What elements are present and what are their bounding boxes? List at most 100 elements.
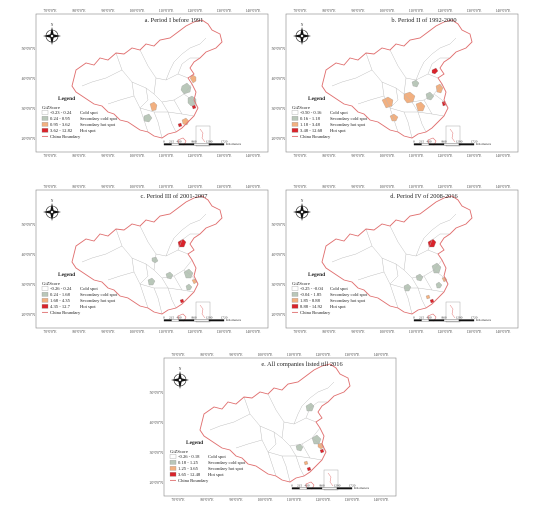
legend-swatch-secondary-cold <box>169 460 177 465</box>
map-panel-d: 70°0'0"E 80°0'0"E 90°0'0"E 100°0'0"E 110°0'0… <box>272 184 519 334</box>
scale-bar-segment <box>428 143 445 146</box>
bottom-tick-label: 140°0'0"E <box>246 154 262 158</box>
scale-bar-segment <box>299 487 308 490</box>
province-boundary <box>357 95 385 105</box>
province-boundary <box>139 225 189 257</box>
province-boundary <box>267 431 277 453</box>
top-tick-label: 70°0'0"E <box>294 185 308 189</box>
legend-class-label: Cold spot <box>80 110 98 115</box>
scale-bar-segment <box>321 487 338 490</box>
left-tick-label: 40°0'0"N <box>272 77 286 81</box>
top-tick-label: 130°0'0"E <box>467 9 483 13</box>
top-tick-label: 130°0'0"E <box>467 185 483 189</box>
legend-class-label: Hot spot <box>80 304 96 309</box>
bottom-tick-label: 110°0'0"E <box>159 154 174 158</box>
province-boundary <box>331 245 373 263</box>
scale-bar-segment <box>163 319 172 322</box>
hainan-island <box>427 137 437 146</box>
legend-range: 3.62 - 12.82 <box>50 128 73 133</box>
map-panel-e: 70°0'0"E 80°0'0"E 90°0'0"E 100°0'0"E 110°0'0… <box>150 352 397 502</box>
legend-swatch-secondary-cold <box>41 292 49 297</box>
scale-bar-label: 860 <box>319 484 324 488</box>
top-tick-label: 120°0'0"E <box>188 9 204 13</box>
north-arrow-icon: N <box>171 367 189 389</box>
province-boundary <box>139 283 149 309</box>
scale-bar-label: 0 <box>163 316 165 320</box>
top-tick-label: 70°0'0"E <box>294 9 308 13</box>
legend-gizscore-label: GiZScore <box>292 105 310 110</box>
legend-class-label: Secondary cold spot <box>330 116 368 121</box>
bottom-tick-label: 130°0'0"E <box>345 498 361 502</box>
province-boundary <box>209 413 251 431</box>
scale-bar-unit: Kilometers <box>354 486 370 490</box>
scale-bar-segment <box>458 143 475 146</box>
province-boundary <box>165 213 207 257</box>
top-tick-label: 130°0'0"E <box>345 353 361 357</box>
scale-bar-unit: Kilometers <box>476 318 492 322</box>
scale-bar-label: 0 <box>413 316 415 320</box>
province-boundary <box>235 439 263 449</box>
scale-bar-segment <box>336 487 353 490</box>
scale-bar-label: 1290 <box>334 484 341 488</box>
north-label: N <box>301 199 304 203</box>
bottom-tick-label: 130°0'0"E <box>217 154 233 158</box>
map-figure: 70°0'0"E 80°0'0"E 90°0'0"E 100°0'0"E 110°0'0… <box>272 185 519 334</box>
panel-title: b. Period II of 1992-2000 <box>391 17 456 24</box>
top-tick-label: 110°0'0"E <box>159 185 174 189</box>
north-arrow-center <box>50 210 54 214</box>
top-tick-label: 100°0'0"E <box>380 185 396 189</box>
legend-class-label: Hot spot <box>80 128 96 133</box>
left-tick-label: 50°0'0"N <box>272 223 286 227</box>
bottom-tick-label: 140°0'0"E <box>496 330 512 334</box>
province-boundary <box>173 99 183 115</box>
bottom-tick-label: 100°0'0"E <box>380 154 396 158</box>
legend-gizscore-label: GiZScore <box>170 449 188 454</box>
legend-swatch-secondary-cold <box>291 292 299 297</box>
legend-swatch-secondary-hot <box>41 122 49 127</box>
legend-swatch-secondary-hot <box>291 298 299 303</box>
scale-bar-segment <box>291 487 300 490</box>
south-china-sea-inset <box>195 301 211 323</box>
province-boundary <box>81 245 123 263</box>
legend-swatch-cold <box>41 286 49 291</box>
bottom-tick-label: 80°0'0"E <box>201 498 215 502</box>
top-tick-label: 70°0'0"E <box>172 353 186 357</box>
province-boundary <box>389 283 399 309</box>
north-arrow-icon: N <box>43 199 61 221</box>
scale-bar-segment <box>443 319 460 322</box>
province-boundary <box>411 101 419 113</box>
province-boundary <box>427 57 450 75</box>
legend-swatch-secondary-hot <box>169 466 177 471</box>
top-tick-label: 140°0'0"E <box>246 185 262 189</box>
legend-gizscore-label: GiZScore <box>42 281 60 286</box>
top-tick-label: 90°0'0"E <box>230 353 244 357</box>
province-boundary <box>153 287 163 315</box>
china-boundary-line <box>321 19 473 139</box>
legend-boundary-label: China Boundary <box>50 310 81 315</box>
bottom-tick-label: 140°0'0"E <box>374 498 390 502</box>
legend-class-label: Secondary hot spot <box>80 298 116 303</box>
legend-class-label: Secondary hot spot <box>330 298 366 303</box>
top-tick-label: 90°0'0"E <box>102 9 116 13</box>
scale-bar-unit: Kilometers <box>226 318 242 322</box>
scale-bar-label: 860 <box>191 316 196 320</box>
china-boundary-line <box>199 363 351 483</box>
legend-title: Legend <box>308 96 325 102</box>
region-secondary-cold <box>185 283 193 291</box>
south-china-sea-dashes <box>199 304 206 319</box>
legend-swatch-cold <box>41 110 49 115</box>
scale-bar-unit: Kilometers <box>226 142 242 146</box>
scale-bar-label: 1290 <box>206 316 213 320</box>
top-tick-label: 120°0'0"E <box>438 185 454 189</box>
map-panel-a: 70°0'0"E 80°0'0"E 90°0'0"E 100°0'0"E 110°0'0… <box>22 8 269 158</box>
province-boundary <box>139 49 189 81</box>
left-tick-label: 30°0'0"N <box>150 451 164 455</box>
province-boundary <box>415 37 457 81</box>
province-boundary <box>293 381 335 425</box>
province-boundary <box>433 93 449 109</box>
bottom-tick-label: 100°0'0"E <box>380 330 396 334</box>
scale-bar-segment <box>458 319 475 322</box>
province-boundary <box>281 421 321 447</box>
province-boundary <box>183 93 199 109</box>
legend-range: 4.35 - 12.7 <box>50 304 71 309</box>
